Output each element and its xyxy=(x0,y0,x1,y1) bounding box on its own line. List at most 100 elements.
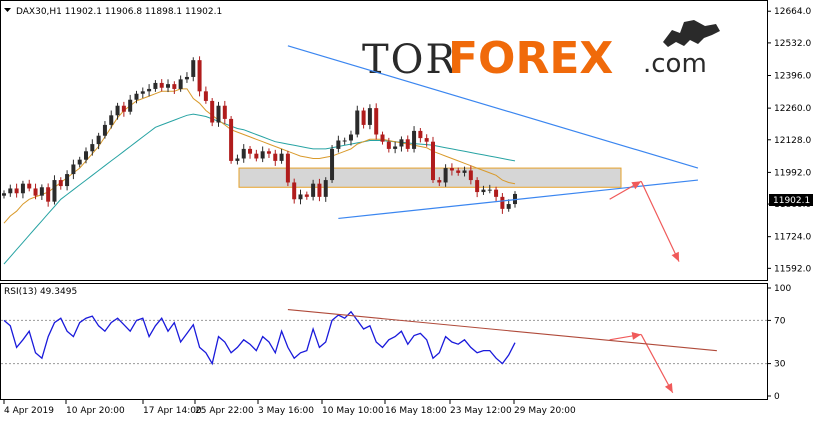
candle-body xyxy=(203,91,208,101)
candle-body xyxy=(140,91,145,94)
candle-body xyxy=(197,60,202,92)
candle-body xyxy=(33,188,38,196)
rsi-levels xyxy=(1,319,767,365)
y-tick-label: 12532.0 xyxy=(774,39,811,49)
logo-tor: TOR xyxy=(362,37,458,83)
candle-body xyxy=(500,196,505,209)
candle-body xyxy=(254,153,259,159)
x-tick-label: 4 Apr 2019 xyxy=(4,406,54,416)
candle-body xyxy=(456,170,461,173)
rsi-tick-label: 100 xyxy=(774,284,791,294)
x-tick-label: 16 May 18:00 xyxy=(385,406,447,416)
candle-body xyxy=(330,148,335,181)
candle-body xyxy=(184,76,189,80)
y-axis-rsi: 100 70 30 0 xyxy=(767,284,791,402)
candles xyxy=(2,56,517,214)
candle-body xyxy=(77,159,82,165)
candle-body xyxy=(449,168,454,171)
moving-averages xyxy=(3,88,516,265)
candle-body xyxy=(65,174,70,187)
candle-body xyxy=(279,153,284,161)
x-tick-label: 23 May 12:00 xyxy=(450,406,512,416)
candle-body xyxy=(260,151,265,159)
candle-body xyxy=(475,180,480,193)
candle-body xyxy=(147,88,152,92)
candle-body xyxy=(311,183,316,197)
candle-body xyxy=(298,194,303,200)
x-tick-label: 10 Apr 20:00 xyxy=(66,406,125,416)
candle-body xyxy=(191,60,196,77)
candle-body xyxy=(266,151,271,154)
candle-body xyxy=(166,84,171,88)
candle-body xyxy=(386,141,391,149)
y-tick-label: 12664.0 xyxy=(774,7,811,17)
candle-body xyxy=(115,105,120,116)
candle-body xyxy=(159,82,164,88)
candle-body xyxy=(380,134,385,142)
candle-body xyxy=(52,180,57,202)
candle-body xyxy=(323,180,328,197)
bull-logo-icon xyxy=(663,20,720,47)
candle-body xyxy=(405,139,410,149)
candle-body xyxy=(336,140,341,149)
x-tick-label: 25 Apr 22:00 xyxy=(195,406,254,416)
rsi-tick-label: 0 xyxy=(774,392,780,402)
candle-body xyxy=(342,140,347,142)
candle-body xyxy=(71,164,76,175)
candle-body xyxy=(462,170,467,173)
logo-forex: FOREX xyxy=(448,33,613,84)
candle-body xyxy=(90,144,95,152)
rsi-trendline xyxy=(287,309,717,352)
dropdown-triangle-icon[interactable] xyxy=(4,8,11,12)
price-forecast-up-arrow-head xyxy=(631,181,642,190)
candle-body xyxy=(292,182,297,200)
ma-slow-line xyxy=(3,113,516,265)
candle-body xyxy=(248,148,253,154)
candle-body xyxy=(14,188,19,194)
x-tick-label: 10 May 10:00 xyxy=(322,406,384,416)
rsi-panel-frame xyxy=(0,283,768,400)
rsi-layer xyxy=(3,309,717,366)
candle-body xyxy=(361,110,366,125)
ma-fast-line xyxy=(3,88,516,224)
candle-body xyxy=(494,189,499,197)
candle-body xyxy=(235,158,240,161)
x-tick-label: 17 Apr 14:00 xyxy=(143,406,202,416)
candle-body xyxy=(216,105,221,123)
candle-body xyxy=(412,130,417,149)
x-tick-label: 29 May 20:00 xyxy=(514,406,576,416)
y-tick-label: 11724.0 xyxy=(774,233,811,243)
x-tick-label: 3 May 16:00 xyxy=(258,406,314,416)
candle-body xyxy=(210,100,215,123)
symbol-info: DAX30,H1 11902.1 11906.8 11898.1 11902.1 xyxy=(16,7,222,17)
candle-body xyxy=(134,93,139,100)
candle-body xyxy=(393,146,398,149)
rsi-line xyxy=(3,310,516,366)
y-tick-label: 12128.0 xyxy=(774,136,811,146)
candle-body xyxy=(178,79,183,89)
candle-body xyxy=(27,183,32,189)
candle-body xyxy=(153,82,158,89)
candle-body xyxy=(424,138,429,142)
candle-body xyxy=(468,170,473,181)
trendlines xyxy=(287,45,699,220)
main-panel-frame xyxy=(0,0,768,281)
candle-body xyxy=(506,204,511,209)
y-axis-main: 12664.0 12532.0 12396.0 12260.0 12128.0 11992… xyxy=(767,7,811,274)
candle-body xyxy=(46,187,51,202)
candle-body xyxy=(241,148,246,159)
candle-body xyxy=(172,84,177,89)
candle-body xyxy=(399,139,404,147)
candle-body xyxy=(437,180,442,183)
price-forecast-down-arrow xyxy=(640,181,680,262)
rsi-tick-label: 70 xyxy=(774,316,786,326)
candle-body xyxy=(39,187,44,196)
candle-body xyxy=(222,105,227,119)
candle-body xyxy=(443,168,448,183)
candle-body xyxy=(481,189,486,193)
candle-body xyxy=(273,153,278,161)
trendline-upper xyxy=(287,45,699,169)
price-forecast-down-arrow-head xyxy=(671,251,680,262)
